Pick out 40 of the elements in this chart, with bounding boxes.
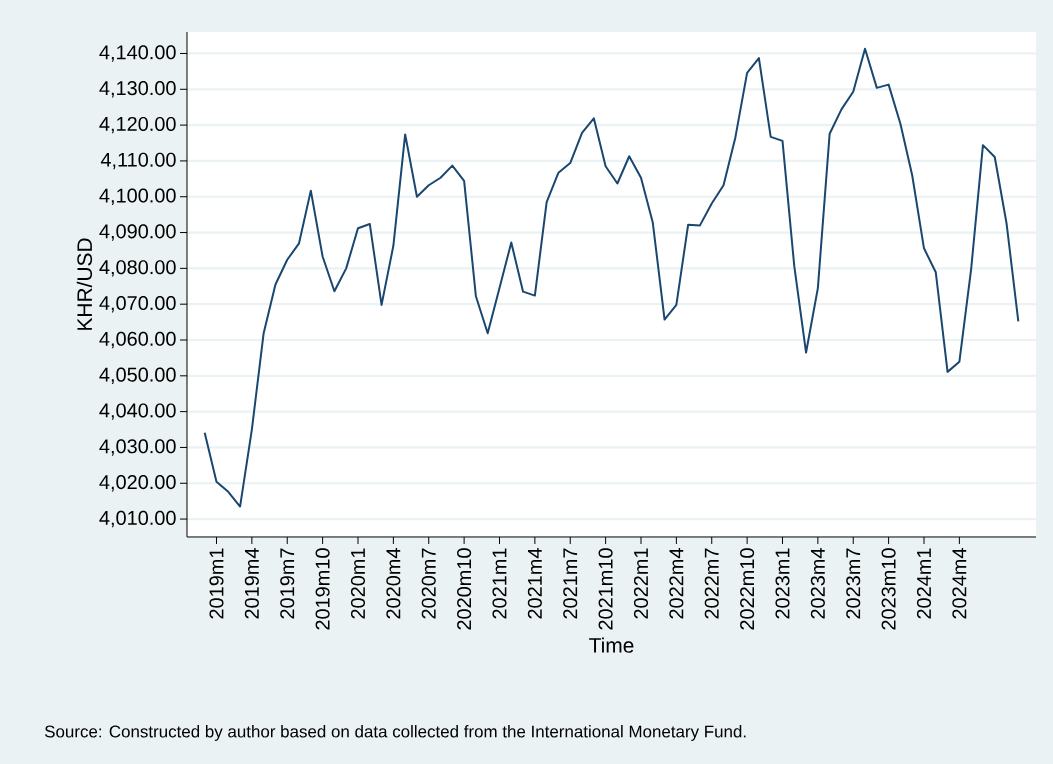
y-tick-label: 4,080.00: [99, 260, 176, 277]
x-tick-label: 2021m10: [598, 548, 613, 630]
x-tick-label: 2021m1: [492, 548, 507, 619]
x-tick-label: 2021m4: [527, 548, 542, 619]
x-tick-label: 2023m10: [881, 548, 896, 630]
x-tick-label: 2021m7: [563, 548, 578, 619]
x-tick-label: 2023m7: [846, 548, 861, 619]
x-tick-label: 2019m10: [315, 548, 330, 630]
source-note: Source: Constructed by author based on data collected from the International Monetary Fund.: [44, 725, 746, 741]
x-tick-label: 2023m4: [810, 548, 825, 619]
x-tick-label: 2019m7: [280, 548, 295, 619]
x-tick-label: 2022m7: [704, 548, 719, 619]
x-tick-label: 2022m10: [740, 548, 755, 630]
x-tick-label: 2020m7: [421, 548, 436, 619]
x-tick-label: 2020m4: [386, 548, 401, 619]
y-tick-label: 4,030.00: [99, 439, 176, 456]
line-series: [203, 47, 1020, 508]
y-tick-label: 4,140.00: [99, 45, 176, 62]
x-tick-label: 2019m1: [209, 548, 224, 619]
x-tick-label: 2023m1: [775, 548, 790, 619]
y-tick-label: 4,010.00: [99, 510, 176, 528]
y-tick-label: 4,070.00: [99, 295, 176, 313]
y-tick-label: 4,020.00: [99, 475, 176, 492]
x-tick-label: 2024m4: [952, 548, 967, 619]
y-tick-label: 4,060.00: [99, 331, 176, 349]
y-tick-label: 4,110.00: [100, 152, 176, 170]
y-tick-label: 4,040.00: [99, 403, 176, 420]
x-tick-label: 2022m4: [669, 548, 684, 619]
x-tick-label: 2022m1: [633, 548, 649, 619]
y-tick-label: 4,130.00: [99, 81, 176, 98]
x-tick-label: 2020m1: [350, 548, 366, 619]
y-tick-label: 4,120.00: [99, 116, 176, 134]
x-tick-label: 2019m4: [244, 548, 259, 619]
y-tick-label: 4,050.00: [99, 367, 176, 385]
x-tick-label: 2020m10: [457, 548, 472, 630]
y-tick-label: 4,100.00: [99, 188, 176, 205]
y-tick-label: 4,090.00: [99, 224, 176, 241]
y-axis-title: KHR/USD: [76, 238, 93, 330]
x-axis-title: Time: [589, 637, 634, 653]
x-tick-label: 2024m1: [916, 548, 932, 619]
